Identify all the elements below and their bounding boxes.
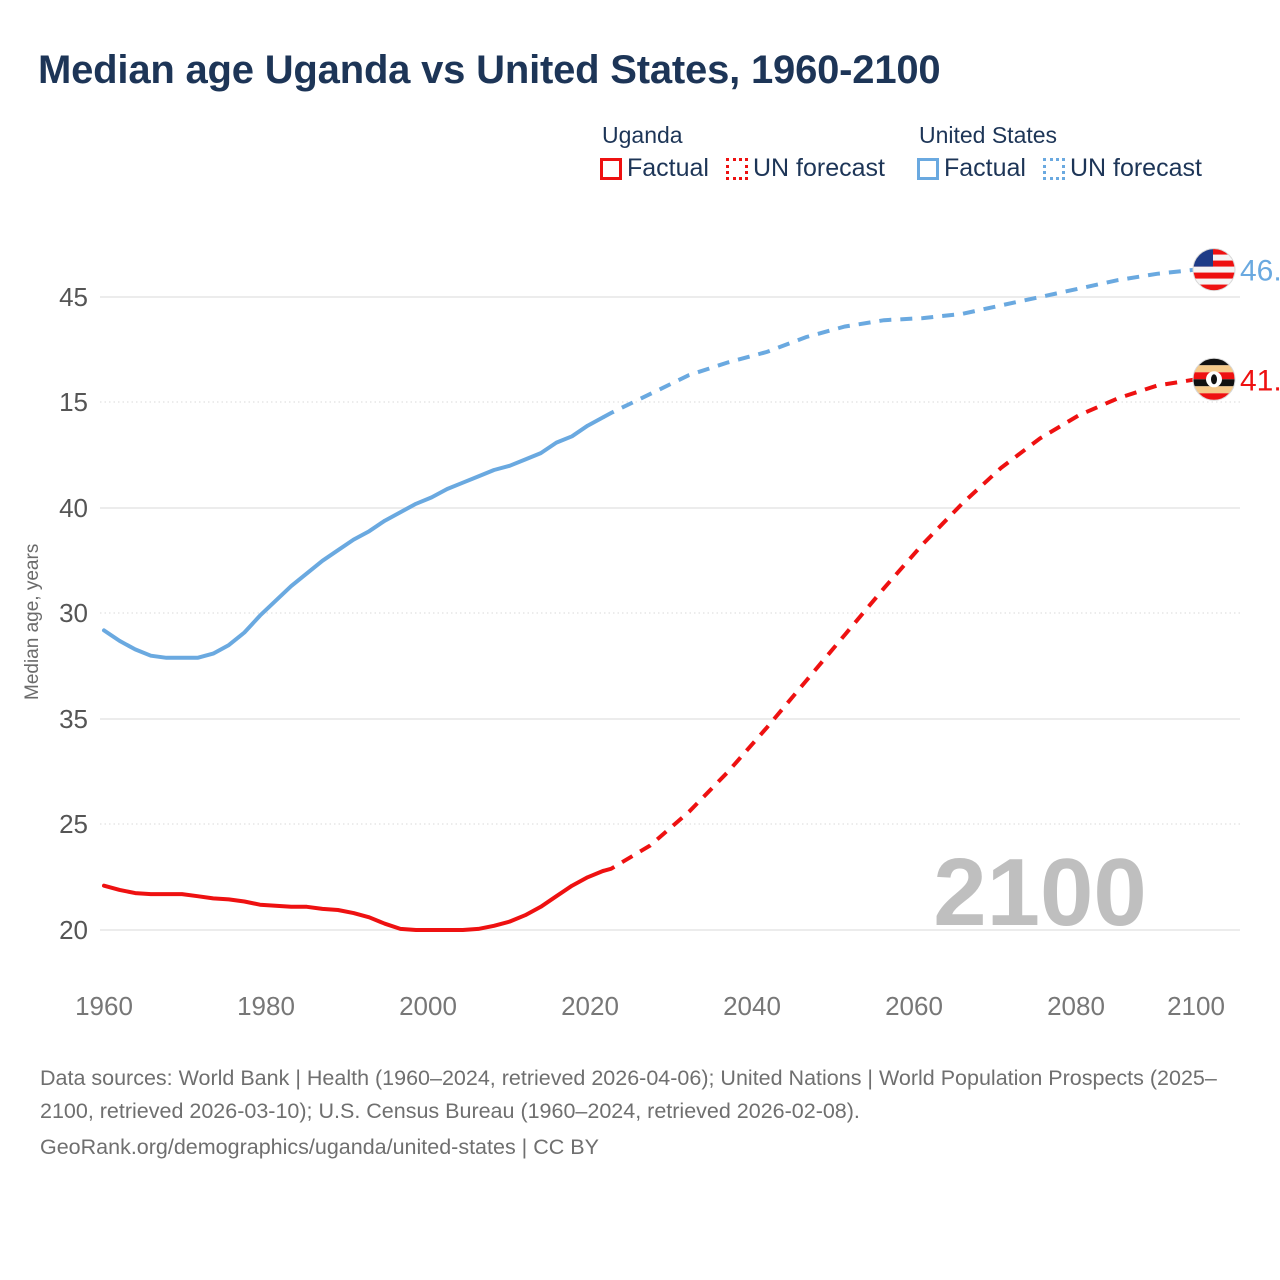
uganda-forecast-line — [602, 377, 1197, 873]
x-axis-ticks: 1960 1980 2000 2020 2040 2060 2080 2100 — [75, 991, 1225, 1021]
xtick-2060: 2060 — [885, 991, 943, 1021]
xtick-1960: 1960 — [75, 991, 133, 1021]
chart-area: Median age, years 2100 45 40 35 30 — [0, 210, 1280, 1040]
chart-legend: Uganda Factual UN forecast United States… — [600, 122, 1202, 183]
series-uganda — [102, 377, 1197, 932]
legend-swatch-solid-icon — [600, 157, 622, 180]
xtick-2080: 2080 — [1047, 991, 1105, 1021]
xtick-2100: 2100 — [1167, 991, 1225, 1021]
ytick-25: 25 — [59, 809, 88, 839]
footer: Data sources: World Bank | Health (1960–… — [40, 1062, 1230, 1164]
legend-swatch-dotted-icon — [1042, 157, 1065, 180]
year-watermark: 2100 — [933, 839, 1147, 946]
legend-group-uganda: Uganda Factual UN forecast — [600, 122, 885, 183]
xtick-2040: 2040 — [723, 991, 781, 1021]
legend-item-us-forecast[interactable]: UN forecast — [1042, 154, 1202, 183]
legend-swatch-solid-icon — [916, 157, 939, 180]
legend-items-united-states: Factual UN forecast — [916, 154, 1202, 183]
us-forecast-line — [602, 267, 1197, 420]
ytick-40: 40 — [59, 493, 88, 523]
legend-items-uganda: Factual UN forecast — [600, 154, 885, 183]
us-factual-line — [102, 415, 606, 660]
page-title: Median age Uganda vs United States, 1960… — [38, 48, 941, 92]
legend-group-united-states: United States Factual UN forecast — [916, 122, 1202, 183]
footer-sources: Data sources: World Bank | Health (1960–… — [40, 1066, 1217, 1123]
ytick-15: 15 — [59, 387, 88, 417]
y-axis-ticks: 45 40 35 30 25 20 15 — [59, 282, 88, 945]
ytick-20: 20 — [59, 915, 88, 945]
ytick-45: 45 — [59, 282, 88, 312]
legend-item-us-factual[interactable]: Factual — [916, 154, 1026, 183]
us-end-value: 46.3 — [1240, 255, 1280, 288]
legend-country-united-states: United States — [918, 122, 1058, 148]
legend-label-uganda-forecast: UN forecast — [752, 154, 885, 182]
uganda-factual-line — [102, 868, 606, 932]
series-united-states — [102, 267, 1197, 660]
footer-url[interactable]: GeoRank.org/demographics/uganda/united-s… — [40, 1135, 599, 1160]
legend-label-uganda-factual: Factual — [627, 154, 709, 182]
uganda-flag-icon — [1192, 357, 1236, 401]
legend-label-us-forecast: UN forecast — [1069, 154, 1202, 182]
legend-country-uganda: Uganda — [602, 122, 683, 148]
line-chart-svg: 2100 45 40 35 30 25 20 15 1960 1980 2000… — [59, 248, 1280, 1021]
ytick-35: 35 — [59, 704, 88, 734]
legend-item-uganda-forecast[interactable]: UN forecast — [725, 154, 885, 183]
xtick-1980: 1980 — [237, 991, 295, 1021]
xtick-2000: 2000 — [399, 991, 457, 1021]
uganda-end-value: 41.1 — [1240, 364, 1280, 397]
legend-label-us-factual: Factual — [943, 154, 1026, 182]
ytick-30: 30 — [59, 598, 88, 628]
xtick-2020: 2020 — [561, 991, 619, 1021]
us-flag-icon — [1192, 248, 1236, 292]
gridlines — [100, 296, 1240, 931]
legend-swatch-dotted-icon — [725, 157, 748, 180]
legend-item-uganda-factual[interactable]: Factual — [600, 154, 709, 183]
